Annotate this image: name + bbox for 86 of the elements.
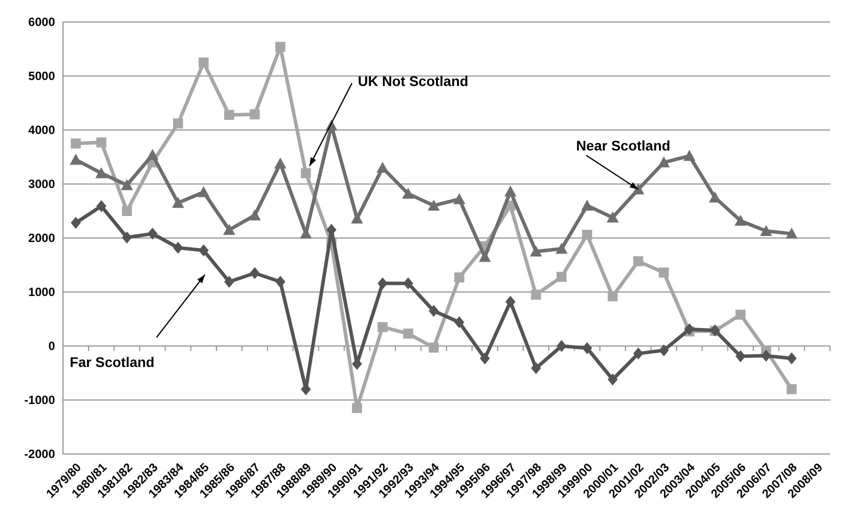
point: [300, 168, 311, 178]
point: [122, 206, 132, 216]
y-tick-label: 6000: [28, 15, 56, 30]
point: [786, 228, 798, 239]
point: [708, 192, 721, 202]
point: [96, 200, 106, 212]
point: [684, 323, 694, 336]
point: [275, 276, 286, 288]
point: [378, 277, 388, 290]
point: [582, 230, 592, 240]
point: [147, 228, 158, 240]
point: [556, 242, 568, 254]
point: [581, 200, 594, 211]
point: [173, 118, 184, 129]
point: [248, 209, 261, 220]
point: [172, 196, 184, 208]
y-tick-label: 4000: [28, 123, 56, 138]
point: [403, 328, 414, 339]
point: [454, 272, 464, 282]
point: [70, 216, 81, 229]
point: [734, 214, 747, 226]
point: [736, 350, 746, 362]
point: [453, 193, 466, 204]
point: [70, 138, 81, 148]
point: [478, 250, 491, 262]
point: [402, 188, 414, 199]
point: [658, 344, 669, 356]
point: [428, 200, 440, 211]
point: [658, 156, 670, 168]
point: [122, 231, 132, 244]
point: [351, 212, 364, 224]
point: [530, 246, 542, 256]
point: [146, 148, 158, 160]
y-tick-label: 3000: [28, 177, 56, 192]
point: [633, 348, 644, 360]
y-tick-label: 0: [48, 339, 56, 354]
point: [250, 267, 260, 280]
point: [173, 242, 184, 254]
point: [761, 350, 772, 362]
point: [632, 183, 644, 194]
point: [658, 268, 669, 278]
point: [786, 384, 797, 394]
y-tick-label: 2000: [28, 231, 56, 246]
annotation: Far Scotland: [70, 354, 154, 370]
point: [274, 157, 286, 168]
point: [505, 296, 516, 308]
point: [250, 109, 260, 120]
y-tick-label: -1000: [24, 393, 56, 408]
point: [454, 316, 464, 328]
point: [760, 224, 772, 236]
point: [378, 322, 388, 332]
point: [223, 224, 236, 235]
point: [275, 42, 286, 52]
point: [480, 352, 490, 364]
annotation: Near Scotland: [576, 137, 670, 154]
point: [70, 154, 82, 165]
point: [96, 137, 106, 148]
point: [556, 272, 567, 282]
point: [786, 352, 797, 364]
point: [504, 186, 516, 197]
point: [428, 342, 439, 353]
point: [582, 342, 592, 354]
point: [606, 211, 619, 222]
point: [95, 167, 108, 178]
point: [608, 291, 618, 302]
point: [556, 340, 567, 352]
point: [120, 179, 133, 190]
point: [198, 186, 210, 198]
point: [224, 276, 234, 288]
annotation: UK Not Scotland: [358, 73, 468, 90]
point: [428, 304, 439, 317]
point: [224, 110, 234, 120]
point: [376, 162, 389, 173]
y-tick-label: 5000: [28, 69, 56, 84]
point: [608, 373, 618, 386]
y-tick-label: 1000: [28, 285, 56, 300]
point: [633, 256, 644, 266]
point: [198, 244, 209, 256]
point: [530, 362, 541, 374]
point: [352, 403, 362, 414]
point: [530, 290, 541, 300]
point: [736, 310, 746, 320]
y-tick-label: -2000: [24, 447, 56, 462]
point: [198, 58, 209, 68]
point: [683, 150, 696, 161]
point: [403, 277, 414, 290]
